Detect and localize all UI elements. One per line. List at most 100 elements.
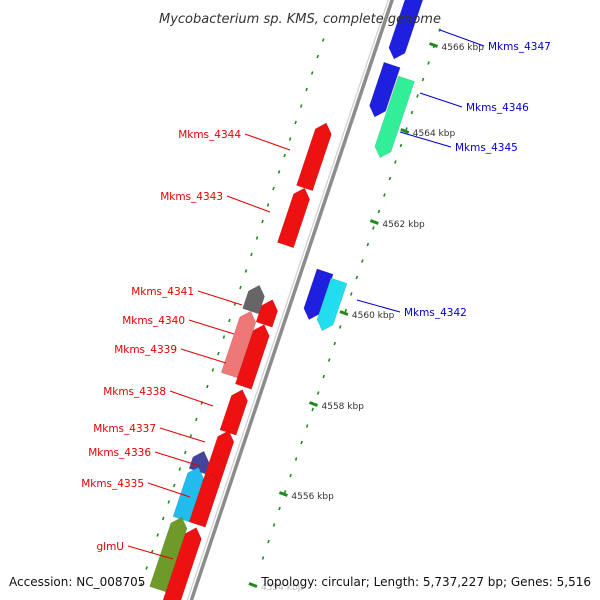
scale-dot [427, 61, 430, 65]
backbone-layer [186, 0, 394, 600]
scale-dot [145, 566, 148, 570]
leader-line [180, 348, 227, 364]
scale-dot [272, 186, 275, 191]
scale-dot [327, 358, 331, 362]
scale-dot [261, 556, 265, 560]
major-tick [339, 310, 349, 316]
scale-dot [184, 450, 187, 455]
scale-dot [161, 516, 165, 521]
scale-dot [300, 440, 303, 445]
leader-line [188, 319, 235, 335]
tick-label: 4554 kbp [261, 583, 304, 593]
gene-label[interactable]: Mkms_4345 [455, 142, 518, 154]
scale-dot [139, 582, 143, 587]
scale-dot [255, 236, 259, 240]
tick-layer: 4566 kbp 4564 kbp 4562 kbp 4560 kbp 4558 kbp… [139, 28, 484, 593]
scale-dot [399, 143, 403, 148]
scale-dot [250, 252, 253, 257]
scale-dot [178, 467, 182, 471]
gene-mkms-4337-arrow[interactable] [162, 527, 202, 600]
scale-dot [388, 176, 392, 181]
scale-dot [299, 104, 303, 108]
scale-dot [156, 533, 159, 537]
gene-label[interactable]: Mkms_4342 [404, 307, 467, 319]
gene-mkms-4342-arrow[interactable] [316, 277, 348, 332]
gene-label[interactable]: Mkms_4338 [103, 386, 166, 398]
gene-label[interactable]: Mkms_4347 [488, 41, 551, 53]
accession-label: Accession: NC_008705 [9, 575, 145, 589]
scale-dot [278, 506, 281, 511]
scale-dot [244, 269, 248, 273]
scale-dot [372, 226, 375, 230]
backbone-line [189, 0, 394, 600]
gene-label[interactable]: Mkms_4344 [178, 129, 241, 141]
gene-label[interactable]: Mkms_4340 [122, 315, 185, 327]
scale-dot [222, 335, 226, 339]
scale-dot [377, 209, 381, 214]
major-tick [278, 491, 288, 497]
scale-dot [322, 374, 325, 379]
gene-label[interactable]: Mkms_4341 [131, 286, 194, 298]
leader-line [399, 131, 452, 148]
scale-dot [383, 193, 386, 197]
major-tick [308, 401, 319, 407]
leader-line [127, 545, 174, 560]
gene-mkms-4337-arrow[interactable] [188, 474, 220, 528]
scale-dot [305, 424, 309, 428]
label-layer: Mkms_4347 Mkms_4346 Mkms_4345 Mkms_4344 Mkms… [81, 29, 551, 560]
scale-dot [167, 500, 170, 504]
leader-line [419, 92, 463, 108]
scale-dot [211, 368, 215, 372]
scale-dot [361, 259, 364, 263]
scale-dot [421, 77, 425, 82]
scale-dot [321, 38, 325, 42]
gene-mkms-4343-arrow[interactable] [277, 187, 311, 249]
gene-label[interactable]: Mkms_4336 [88, 447, 151, 459]
gene-mkms-4345-arrow[interactable] [374, 75, 415, 159]
leader-line [439, 29, 485, 47]
scale-dot [394, 160, 397, 164]
scale-dot [206, 384, 209, 389]
major-tick [248, 582, 258, 588]
scale-dot [272, 523, 276, 527]
gene-label[interactable]: Mkms_4337 [93, 423, 156, 435]
scale-dot [283, 153, 286, 158]
gene-label[interactable]: Mkms_4335 [81, 478, 144, 490]
leader-line [197, 290, 243, 306]
gene-label[interactable]: Mkms_4339 [114, 344, 177, 356]
gene-mkms-4346-arrow[interactable] [369, 61, 401, 118]
major-tick [400, 128, 410, 134]
gene-layer [149, 0, 430, 600]
tick-label: 4562 kbp [382, 220, 425, 230]
gene-label[interactable]: Mkms_4346 [466, 102, 529, 114]
gene-mkms-4344-arrow[interactable] [296, 122, 332, 192]
major-tick [429, 42, 439, 48]
gene-mkms-4347-arrow[interactable] [388, 0, 430, 60]
scale-dot [350, 292, 353, 296]
scale-dot [366, 242, 370, 247]
tick-label: 4558 kbp [322, 402, 365, 412]
gene-mkms-4341-arrow[interactable] [242, 284, 265, 315]
gene-label[interactable]: Mkms_4343 [160, 191, 223, 203]
gene-mkms-4338-arrow[interactable] [234, 324, 270, 390]
scale-dot [338, 325, 342, 329]
gene-label[interactable]: glmU [97, 541, 125, 553]
scale-dot [410, 110, 414, 115]
leader-line [159, 427, 206, 443]
scale-dot [294, 457, 298, 461]
scale-dot [217, 351, 220, 356]
genome-summary: Topology: circular; Length: 5,737,227 bp… [260, 575, 591, 589]
scale-dot [438, 28, 441, 32]
scale-dot [228, 318, 231, 323]
leader-line [356, 299, 401, 313]
scale-dot [266, 203, 270, 207]
gene-mkms-4340-arrow[interactable] [255, 299, 279, 328]
gene-mkms-4337-arrow[interactable] [219, 389, 248, 436]
scale-dot [355, 275, 359, 280]
scale-dot [305, 87, 308, 92]
scale-dot [316, 54, 319, 59]
scale-dot [416, 94, 419, 98]
tick-label: 4556 kbp [291, 492, 334, 502]
scale-dot [239, 285, 242, 290]
